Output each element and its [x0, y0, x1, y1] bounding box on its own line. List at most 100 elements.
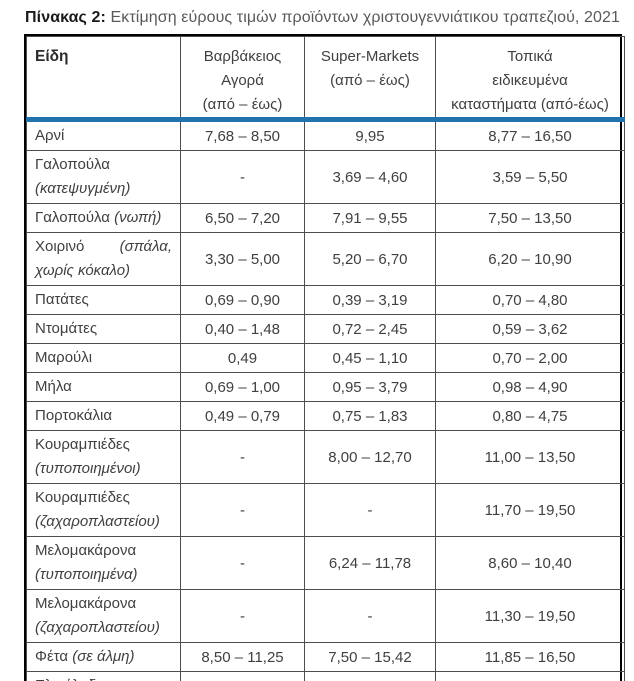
- product-cell: Κουραμπιέδες (ζαχαροπλαστείου): [26, 483, 181, 537]
- product-name: Πορτοκάλια: [35, 407, 113, 424]
- price-local-shops: 3,59 – 5,50: [435, 150, 625, 204]
- column-header-supermarkets: Super-Markets (από – έως): [304, 36, 436, 122]
- product-name: Κουραμπιέδες: [35, 489, 130, 506]
- table-row: Κουραμπιέδες (τυποποιημένοι) - 8,00 – 12…: [26, 430, 625, 484]
- price-local-shops: 7,50 – 13,50: [435, 203, 625, 233]
- price-supermarkets: 0,45 – 1,10: [304, 343, 436, 373]
- price-supermarkets: 9,95: [304, 119, 436, 151]
- price-supermarkets: 3,69 – 4,60: [304, 150, 436, 204]
- price-supermarkets: 7,91 – 9,55: [304, 203, 436, 233]
- price-local-shops: 11,70 – 19,50: [435, 483, 625, 537]
- product-name: Γαλοπούλα: [35, 209, 110, 226]
- table-row: Φέτα (σε άλμη) 8,50 – 11,25 7,50 – 15,42…: [26, 642, 625, 672]
- product-name: Ντομάτες: [35, 320, 98, 337]
- price-local-shops: 0,80 – 4,75: [435, 401, 625, 431]
- table-number-label: Πίνακας 2:: [25, 9, 106, 26]
- product-note: (ζαχαροπλαστείου): [35, 619, 160, 636]
- product-name: Χοιρινό: [35, 238, 85, 255]
- table-row: Μήλα 0,69 – 1,00 0,95 – 3,79 0,98 – 4,90: [26, 372, 625, 402]
- product-name: Μελομακάρονα: [35, 542, 137, 559]
- header-row: Είδη Βαρβάκειος Αγορά (από – έως) Super-…: [26, 36, 625, 122]
- price-varvakeios: 0,69 – 0,90: [180, 285, 305, 315]
- price-varvakeios: 3,30 – 5,00: [180, 232, 305, 286]
- product-name: Μαρούλι: [35, 349, 93, 366]
- product-name: Ελαιόλαδο: [35, 677, 105, 681]
- price-varvakeios: 0,49: [180, 343, 305, 373]
- price-varvakeios: -: [180, 430, 305, 484]
- price-varvakeios: 6,50 – 7,20: [180, 203, 305, 233]
- price-local-shops: 11,30 – 19,50: [435, 589, 625, 643]
- price-local-shops: 8,60 – 10,40: [435, 536, 625, 590]
- price-varvakeios: 0,40 – 1,48: [180, 314, 305, 344]
- price-supermarkets: 7,50 – 15,42: [304, 642, 436, 672]
- product-cell: Ελαιόλαδο: [26, 671, 181, 681]
- product-cell: Μαρούλι: [26, 343, 181, 373]
- price-varvakeios: -: [180, 589, 305, 643]
- price-table: Είδη Βαρβάκειος Αγορά (από – έως) Super-…: [24, 34, 625, 681]
- product-cell: Πατάτες: [26, 285, 181, 315]
- product-note: (νωπή): [114, 209, 162, 226]
- price-supermarkets: 8,00 – 12,70: [304, 430, 436, 484]
- price-supermarkets: 4,95 – 20,00: [304, 671, 436, 681]
- table-row: Γαλοπούλα (κατεψυγμένη) - 3,69 – 4,60 3,…: [26, 150, 625, 204]
- price-supermarkets: 5,20 – 6,70: [304, 232, 436, 286]
- product-cell: Μελομακάρονα (τυποποιημένα): [26, 536, 181, 590]
- price-varvakeios: -: [180, 671, 305, 681]
- price-local-shops: 0,59 – 3,62: [435, 314, 625, 344]
- product-cell: Χοιρινό (σπάλα, χωρίς κόκαλο): [26, 232, 181, 286]
- price-local-shops: 5,30 – 10,20: [435, 671, 625, 681]
- page-title: Πίνακας 2: Εκτίμηση εύρους τιμών προϊόντ…: [25, 9, 634, 27]
- price-supermarkets: 0,75 – 1,83: [304, 401, 436, 431]
- table-row: Πορτοκάλια 0,49 – 0,79 0,75 – 1,83 0,80 …: [26, 401, 625, 431]
- product-cell: Μήλα: [26, 372, 181, 402]
- product-name: Πατάτες: [35, 291, 89, 308]
- table-row: Ελαιόλαδο - 4,95 – 20,00 5,30 – 10,20: [26, 671, 625, 681]
- price-local-shops: 0,98 – 4,90: [435, 372, 625, 402]
- product-note: (σε άλμη): [72, 648, 135, 665]
- product-name: Κουραμπιέδες: [35, 436, 130, 453]
- product-cell: Γαλοπούλα (νωπή): [26, 203, 181, 233]
- product-note: (κατεψυγμένη): [35, 180, 131, 197]
- price-varvakeios: 7,68 – 8,50: [180, 119, 305, 151]
- product-name: Μελομακάρονα: [35, 595, 137, 612]
- price-supermarkets: -: [304, 483, 436, 537]
- table-row: Πατάτες 0,69 – 0,90 0,39 – 3,19 0,70 – 4…: [26, 285, 625, 315]
- price-varvakeios: 0,69 – 1,00: [180, 372, 305, 402]
- product-cell: Κουραμπιέδες (τυποποιημένοι): [26, 430, 181, 484]
- table-row: Ντομάτες 0,40 – 1,48 0,72 – 2,45 0,59 – …: [26, 314, 625, 344]
- product-name: Γαλοπούλα: [35, 156, 110, 173]
- price-varvakeios: 8,50 – 11,25: [180, 642, 305, 672]
- product-note: (τυποποιημένα): [35, 566, 138, 583]
- price-varvakeios: -: [180, 536, 305, 590]
- table-row: Μελομακάρονα (τυποποιημένα) - 6,24 – 11,…: [26, 536, 625, 590]
- table-row: Χοιρινό (σπάλα, χωρίς κόκαλο) 3,30 – 5,0…: [26, 232, 625, 286]
- price-local-shops: 11,00 – 13,50: [435, 430, 625, 484]
- price-local-shops: 0,70 – 4,80: [435, 285, 625, 315]
- product-name: Αρνί: [35, 127, 65, 144]
- product-cell: Γαλοπούλα (κατεψυγμένη): [26, 150, 181, 204]
- price-local-shops: 6,20 – 10,90: [435, 232, 625, 286]
- table-row: Μαρούλι 0,49 0,45 – 1,10 0,70 – 2,00: [26, 343, 625, 373]
- price-local-shops: 0,70 – 2,00: [435, 343, 625, 373]
- product-cell: Πορτοκάλια: [26, 401, 181, 431]
- product-cell: Μελομακάρονα (ζαχαροπλαστείου): [26, 589, 181, 643]
- product-name: Μήλα: [35, 378, 72, 395]
- price-local-shops: 11,85 – 16,50: [435, 642, 625, 672]
- price-supermarkets: 6,24 – 11,78: [304, 536, 436, 590]
- product-note: (σπάλα, χωρίς κόκαλο): [35, 238, 172, 279]
- table-caption: Εκτίμηση εύρους τιμών προϊόντων χριστουγ…: [105, 9, 621, 26]
- price-supermarkets: 0,95 – 3,79: [304, 372, 436, 402]
- column-header-local-shops: Τοπικά ειδικευμένα καταστήματα (από-έως): [435, 36, 625, 122]
- price-supermarkets: 0,39 – 3,19: [304, 285, 436, 315]
- product-cell: Ντομάτες: [26, 314, 181, 344]
- product-cell: Φέτα (σε άλμη): [26, 642, 181, 672]
- price-varvakeios: 0,49 – 0,79: [180, 401, 305, 431]
- table-row: Μελομακάρονα (ζαχαροπλαστείου) - - 11,30…: [26, 589, 625, 643]
- product-name: Φέτα: [35, 648, 69, 665]
- column-header-varvakeios: Βαρβάκειος Αγορά (από – έως): [180, 36, 305, 122]
- price-varvakeios: -: [180, 150, 305, 204]
- column-header-products: Είδη: [26, 36, 181, 122]
- price-local-shops: 8,77 – 16,50: [435, 119, 625, 151]
- table-row: Αρνί 7,68 – 8,50 9,95 8,77 – 16,50: [26, 119, 625, 151]
- table-row: Γαλοπούλα (νωπή) 6,50 – 7,20 7,91 – 9,55…: [26, 203, 625, 233]
